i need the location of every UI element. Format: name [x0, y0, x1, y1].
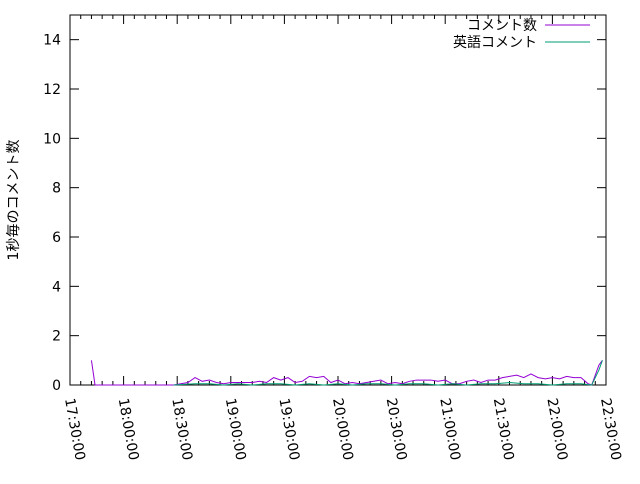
y-tick-label: 12 — [43, 82, 61, 98]
y-tick-label: 0 — [52, 378, 61, 394]
x-tick-label: 18:30:00 — [168, 397, 195, 462]
x-tick-label: 17:30:00 — [61, 397, 88, 462]
series-line-1 — [173, 360, 603, 386]
y-tick-label: 4 — [52, 279, 61, 295]
y-axis-label: 1秒毎のコメント数 — [6, 140, 22, 261]
y-tick-label: 6 — [52, 230, 61, 246]
plot-border — [69, 14, 607, 386]
x-tick-label: 19:00:00 — [222, 397, 249, 462]
legend-label: コメント数 — [467, 18, 537, 34]
x-tick-label: 19:30:00 — [275, 397, 302, 462]
series-line-0 — [90, 360, 603, 386]
y-tick-label: 2 — [52, 329, 61, 345]
y-tick-label: 10 — [43, 131, 61, 147]
x-tick-label: 18:00:00 — [115, 397, 142, 462]
x-tick-label: 21:30:00 — [490, 397, 517, 462]
x-tick-label: 20:00:00 — [329, 397, 356, 462]
x-tick-label: 22:00:00 — [543, 397, 570, 462]
x-tick-label: 21:00:00 — [436, 397, 463, 462]
y-tick-label: 8 — [52, 181, 61, 197]
x-tick-label: 20:30:00 — [383, 397, 410, 462]
legend-label: 英語コメント — [453, 34, 537, 51]
x-tick-label: 22:30:00 — [597, 397, 624, 462]
y-tick-label: 14 — [43, 33, 61, 49]
